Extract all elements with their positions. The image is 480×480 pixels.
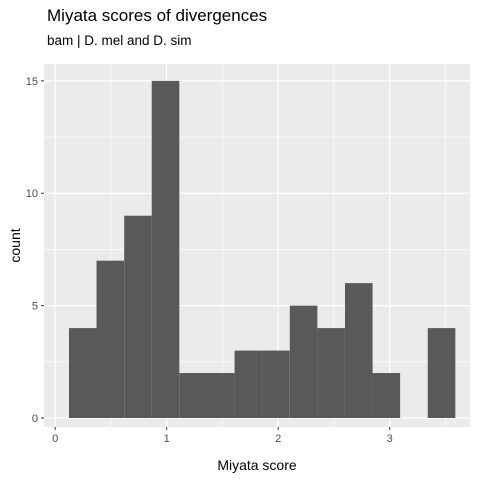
histogram-bar [151, 80, 180, 419]
histogram-bar [317, 328, 345, 419]
y-tick-label: 0 [32, 413, 38, 425]
x-tick-label: 2 [275, 433, 281, 445]
histogram-bar [96, 260, 125, 419]
histogram-bar [234, 350, 263, 419]
histogram-bar [372, 373, 401, 419]
y-tick-label: 10 [26, 188, 38, 200]
x-axis-title: Miyata score [217, 457, 297, 473]
histogram-bar [206, 373, 235, 419]
y-tick-label: 15 [26, 76, 38, 88]
histogram-bar [427, 328, 456, 419]
y-axis: 0 5 10 15 [26, 76, 44, 425]
histogram-bar [124, 215, 152, 419]
chart-title: Miyata scores of divergences [47, 6, 268, 25]
histogram-bar [179, 373, 207, 419]
x-axis: 0 1 2 3 [52, 427, 393, 445]
x-tick-label: 3 [387, 433, 393, 445]
histogram-bar [289, 305, 318, 419]
histogram-bar [68, 328, 97, 419]
chart-subtitle: bam | D. mel and D. sim [47, 33, 192, 48]
y-tick-label: 5 [32, 301, 38, 313]
y-axis-title: count [7, 228, 23, 262]
x-tick-label: 1 [164, 433, 170, 445]
histogram-bar [262, 350, 290, 419]
x-tick-label: 0 [52, 433, 58, 445]
histogram-bars [68, 80, 456, 419]
histogram-bar [344, 283, 373, 419]
